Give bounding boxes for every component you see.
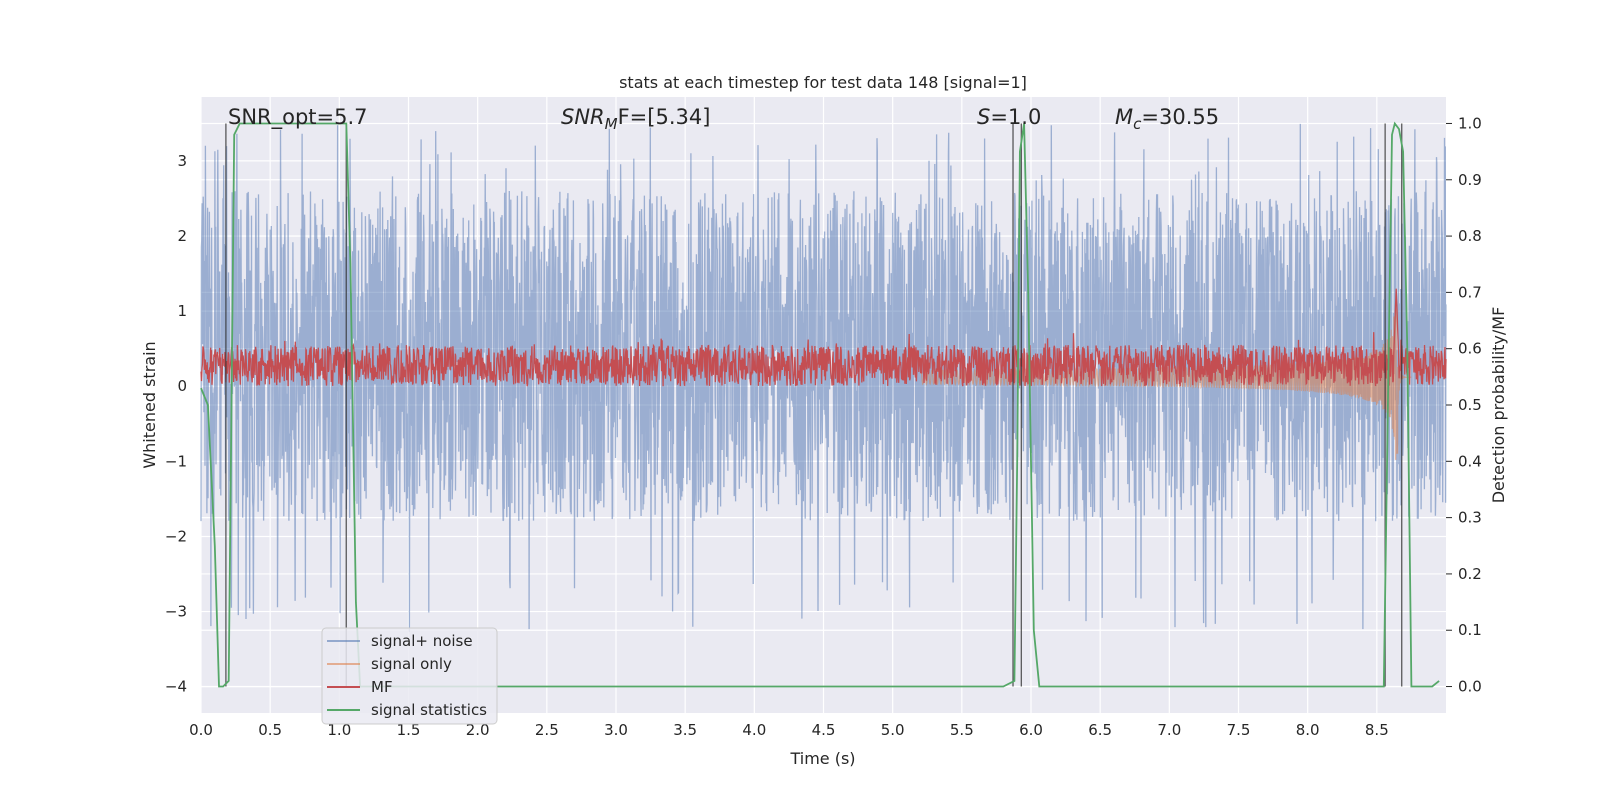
y-axis-label: Whitened strain	[140, 341, 159, 468]
x-tick-label: 0.0	[189, 721, 213, 739]
x-tick-label: 8.0	[1296, 721, 1320, 739]
x-tick-label: 2.0	[466, 721, 490, 739]
x-tick-label: 1.5	[397, 721, 421, 739]
y-tick-label: −3	[165, 603, 187, 621]
series-signal-statistics	[200, 121, 1440, 688]
y-tick-label: −4	[165, 678, 187, 696]
y2-tick-label: 0.8	[1458, 227, 1482, 245]
annotation-s: S=1.0	[977, 105, 1041, 129]
y2-tick-label: 0.2	[1458, 565, 1482, 583]
x-tick-label: 3.0	[604, 721, 628, 739]
annotation-mc: Mc=30.55	[1115, 105, 1219, 133]
x-tick-label: 4.5	[812, 721, 836, 739]
x-tick-label: 1.0	[327, 721, 351, 739]
x-tick-label: 6.0	[1019, 721, 1043, 739]
y-tick-label: 0	[177, 377, 187, 395]
x-tick-label: 2.5	[535, 721, 559, 739]
annotation-snr-opt: SNR_opt=5.7	[228, 105, 368, 130]
legend: signal+ noise signal only MF signal stat…	[321, 627, 498, 725]
x-axis-ticks: 0.0 0.5 1.0 1.5 2.0 2.5 3.0 3.5 4.0 4.5 5.0 5.5 6.0 6…	[189, 721, 1389, 739]
y2-axis-ticks: 1.0 0.9 0.8 0.7 0.6 0.5 0.4 0.3 0.2 0.1 0.0	[1446, 114, 1482, 696]
series-mf	[200, 288, 1447, 387]
y-tick-label: 2	[177, 227, 187, 245]
legend-label-signal-statistics: signal statistics	[371, 701, 487, 719]
y2-tick-label: 0.7	[1458, 283, 1482, 301]
x-tick-label: 0.5	[258, 721, 282, 739]
y-tick-label: −2	[165, 527, 187, 545]
y-tick-label: 3	[177, 152, 187, 170]
y2-axis-label: Detection probability/MF	[1489, 307, 1508, 504]
legend-box	[321, 627, 498, 725]
legend-label-signal-only: signal only	[371, 655, 452, 673]
signal-plus-noise-line	[200, 123, 1447, 633]
series-signal-plus-noise	[200, 123, 1447, 633]
y2-tick-label: 1.0	[1458, 114, 1482, 132]
legend-label-signal-plus-noise: signal+ noise	[371, 632, 473, 650]
y-axis-ticks: 3 2 1 0 −1 −2 −3 −4	[165, 152, 187, 696]
y2-tick-label: 0.1	[1458, 621, 1482, 639]
legend-label-mf: MF	[371, 678, 393, 696]
x-tick-label: 5.0	[881, 721, 905, 739]
x-tick-label: 4.0	[742, 721, 766, 739]
y2-tick-label: 0.4	[1458, 452, 1482, 470]
mf-line	[200, 288, 1447, 387]
annotation-snr-mf: SNRMF=[5.34]	[561, 105, 710, 133]
x-tick-label: 3.5	[673, 721, 697, 739]
signal-statistics-line	[200, 121, 1440, 688]
y2-tick-label: 0.3	[1458, 509, 1482, 527]
y-tick-label: −1	[165, 452, 187, 470]
y-tick-label: 1	[177, 302, 187, 320]
x-tick-label: 8.5	[1365, 721, 1389, 739]
y2-tick-label: 0.9	[1458, 171, 1482, 189]
x-tick-label: 5.5	[950, 721, 974, 739]
y2-tick-label: 0.5	[1458, 396, 1482, 414]
y2-tick-label: 0.0	[1458, 678, 1482, 696]
x-tick-label: 6.5	[1088, 721, 1112, 739]
y2-tick-label: 0.6	[1458, 340, 1482, 358]
x-axis-label: Time (s)	[789, 749, 855, 768]
chart-title: stats at each timestep for test data 148…	[619, 73, 1027, 92]
x-tick-label: 7.0	[1157, 721, 1181, 739]
x-tick-label: 7.5	[1227, 721, 1251, 739]
